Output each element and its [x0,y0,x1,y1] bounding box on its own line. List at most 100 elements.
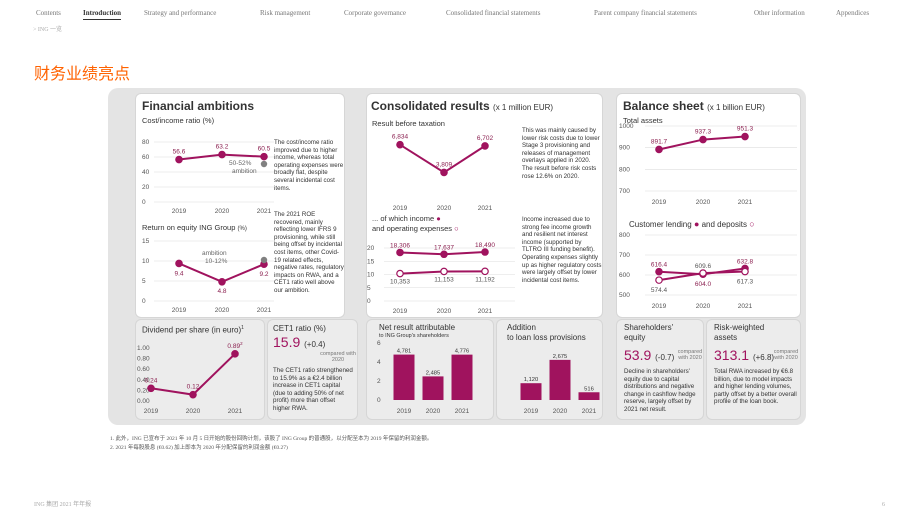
x-tick-label: 2021 [738,303,753,310]
data-label: 11,192 [475,276,495,283]
cost-income-and-roe-chart: 0 20 40 60 80 56.6 63.2 60.5 2019 2020 2021 0 5 10 15… [142,139,274,314]
equity-value: 53.9 (-0.7) [624,347,675,363]
page-number: 6 [882,502,885,508]
net-result-sublabel: to ING Group's shareholders [379,333,449,339]
y-tick-label: 20 [367,245,375,252]
data-point [218,278,226,286]
loan-loss-label-2: to loan loss provisions [507,333,586,342]
data-point [231,350,239,358]
cet1-label: CET1 ratio (%) [273,324,326,333]
data-point [655,267,663,276]
cet1-panel: CET1 ratio (%) 15.9 (+0.4) compared with… [267,319,358,420]
bar-value-label: 4,781 [397,349,412,355]
data-label: 56.6 [173,149,186,156]
balance-sheet-title: Balance sheet (x 1 billion EUR) [623,99,765,113]
y-tick-label: 0.40 [137,377,150,384]
data-point [147,384,155,393]
rwa-label-2: assets [714,333,738,342]
nav-governance[interactable]: Corporate governance [344,9,406,17]
data-label: 574.4 [651,287,668,294]
y-tick-label: 15 [367,258,375,265]
x-tick-label: 2019 [652,199,667,206]
data-label: 604.0 [695,281,712,288]
data-label: 0.12 [187,384,200,391]
net-result-chart: 0 2 4 6 4,781 2019 2,485 2020 4,776 2021 [377,340,473,415]
y-tick-label: 600 [619,272,630,279]
equity-panel: Shareholders' equity 53.9 (-0.7) compare… [616,319,704,420]
data-label: 9.2 [259,271,268,278]
nav-strategy[interactable]: Strategy and performance [144,9,217,17]
data-point [481,248,489,256]
y-tick-label: 5 [367,285,371,292]
y-tick-label: 1.00 [137,345,150,352]
financial-ambitions-title: Financial ambitions [142,99,255,113]
highlights-frame: Financial ambitions Cost/income ratio (%… [108,88,806,425]
equity-note: Decline in shareholders' equity due to c… [624,368,696,413]
nav-consolidated[interactable]: Consolidated financial statements [446,9,541,17]
y-tick-label: 0 [367,298,371,305]
equity-compared: compared with 2020 [677,349,703,361]
y-tick-label: 15 [142,238,150,245]
x-tick-label: 2019 [393,308,408,315]
x-tick-label: 2019 [524,408,539,415]
data-label: 3,809 [436,161,453,168]
x-tick-label: 2021 [478,308,493,315]
y-tick-label: 700 [619,188,630,195]
data-label: 0.892 [227,341,243,350]
x-tick-label: 2021 [257,307,272,314]
data-point [655,145,663,154]
bar-value-label: 516 [584,386,594,392]
data-label: 17,637 [434,244,454,251]
data-point [218,150,226,159]
nav-other[interactable]: Other information [754,9,805,17]
bar [549,359,571,400]
data-label: 617.3 [737,279,754,286]
nav-parent[interactable]: Parent company financial statements [594,9,697,17]
roe-note: The 2021 ROE recovered, mainly reflectin… [274,211,344,294]
x-tick-label: 2020 [696,199,711,206]
dividend-label: Dividend per share (in euro)1 [142,325,244,335]
data-label: 632.8 [737,258,754,265]
dividend-panel: Dividend per share (in euro)1 0.00 0.20 0.… [135,319,265,420]
y-tick-label: 0 [142,199,146,206]
balance-sheet-panel: Balance sheet (x 1 billion EUR) Total as… [616,93,801,318]
equity-label-1: Shareholders' [624,323,674,332]
y-tick-label: 10 [142,258,150,265]
data-point [260,152,268,161]
data-point [175,155,183,164]
lending-deposits-label: Customer lending ● and deposits ○ [629,219,755,229]
data-point [655,276,663,284]
x-tick-label: 2019 [397,408,412,415]
rwa-label-1: Risk-weighted [714,323,765,332]
cost-income-note: The cost/income ratio improved due to hi… [274,139,344,192]
x-tick-label: 2019 [172,208,187,215]
loan-loss-chart: 1,120 2019 2,675 2020 516 2021 [520,354,600,415]
x-tick-label: 2020 [215,208,230,215]
data-point [175,259,183,268]
y-tick-label: 10 [367,272,375,279]
nav-contents[interactable]: Contents [36,9,61,17]
rwa-value: 313.1 (+6.8) [714,347,775,363]
y-tick-label: 20 [142,184,150,191]
y-tick-label: 900 [619,145,630,152]
nav-introduction[interactable]: Introduction [83,9,121,20]
y-tick-label: 500 [619,292,630,299]
data-point [699,135,707,144]
data-point [699,269,707,277]
nav-appendices[interactable]: Appendices [836,9,870,17]
data-label: 11,153 [434,276,454,283]
breadcrumb[interactable]: > ING 一览 [33,27,63,33]
ambition-dot [260,160,268,168]
data-label: 616.4 [651,262,668,269]
bar [393,354,415,400]
y-tick-label: 60 [142,154,150,161]
consolidated-line-charts: 6,834 3,809 6,702 2019 2020 2021 0 5 10 15 20 18,3… [367,134,515,315]
data-label: 937.3 [695,129,712,136]
y-tick-label: 0.80 [137,356,150,363]
x-tick-label: 2020 [437,308,452,315]
y-tick-label: 0 [377,397,381,404]
nav-risk[interactable]: Risk management [260,9,311,17]
data-point [396,140,404,149]
net-result-panel: Net result attributable to ING Group's s… [366,319,494,420]
dividend-chart: 0.00 0.20 0.40 0.60 0.80 1.00 0.24 0.12 0.892 201… [137,341,243,415]
